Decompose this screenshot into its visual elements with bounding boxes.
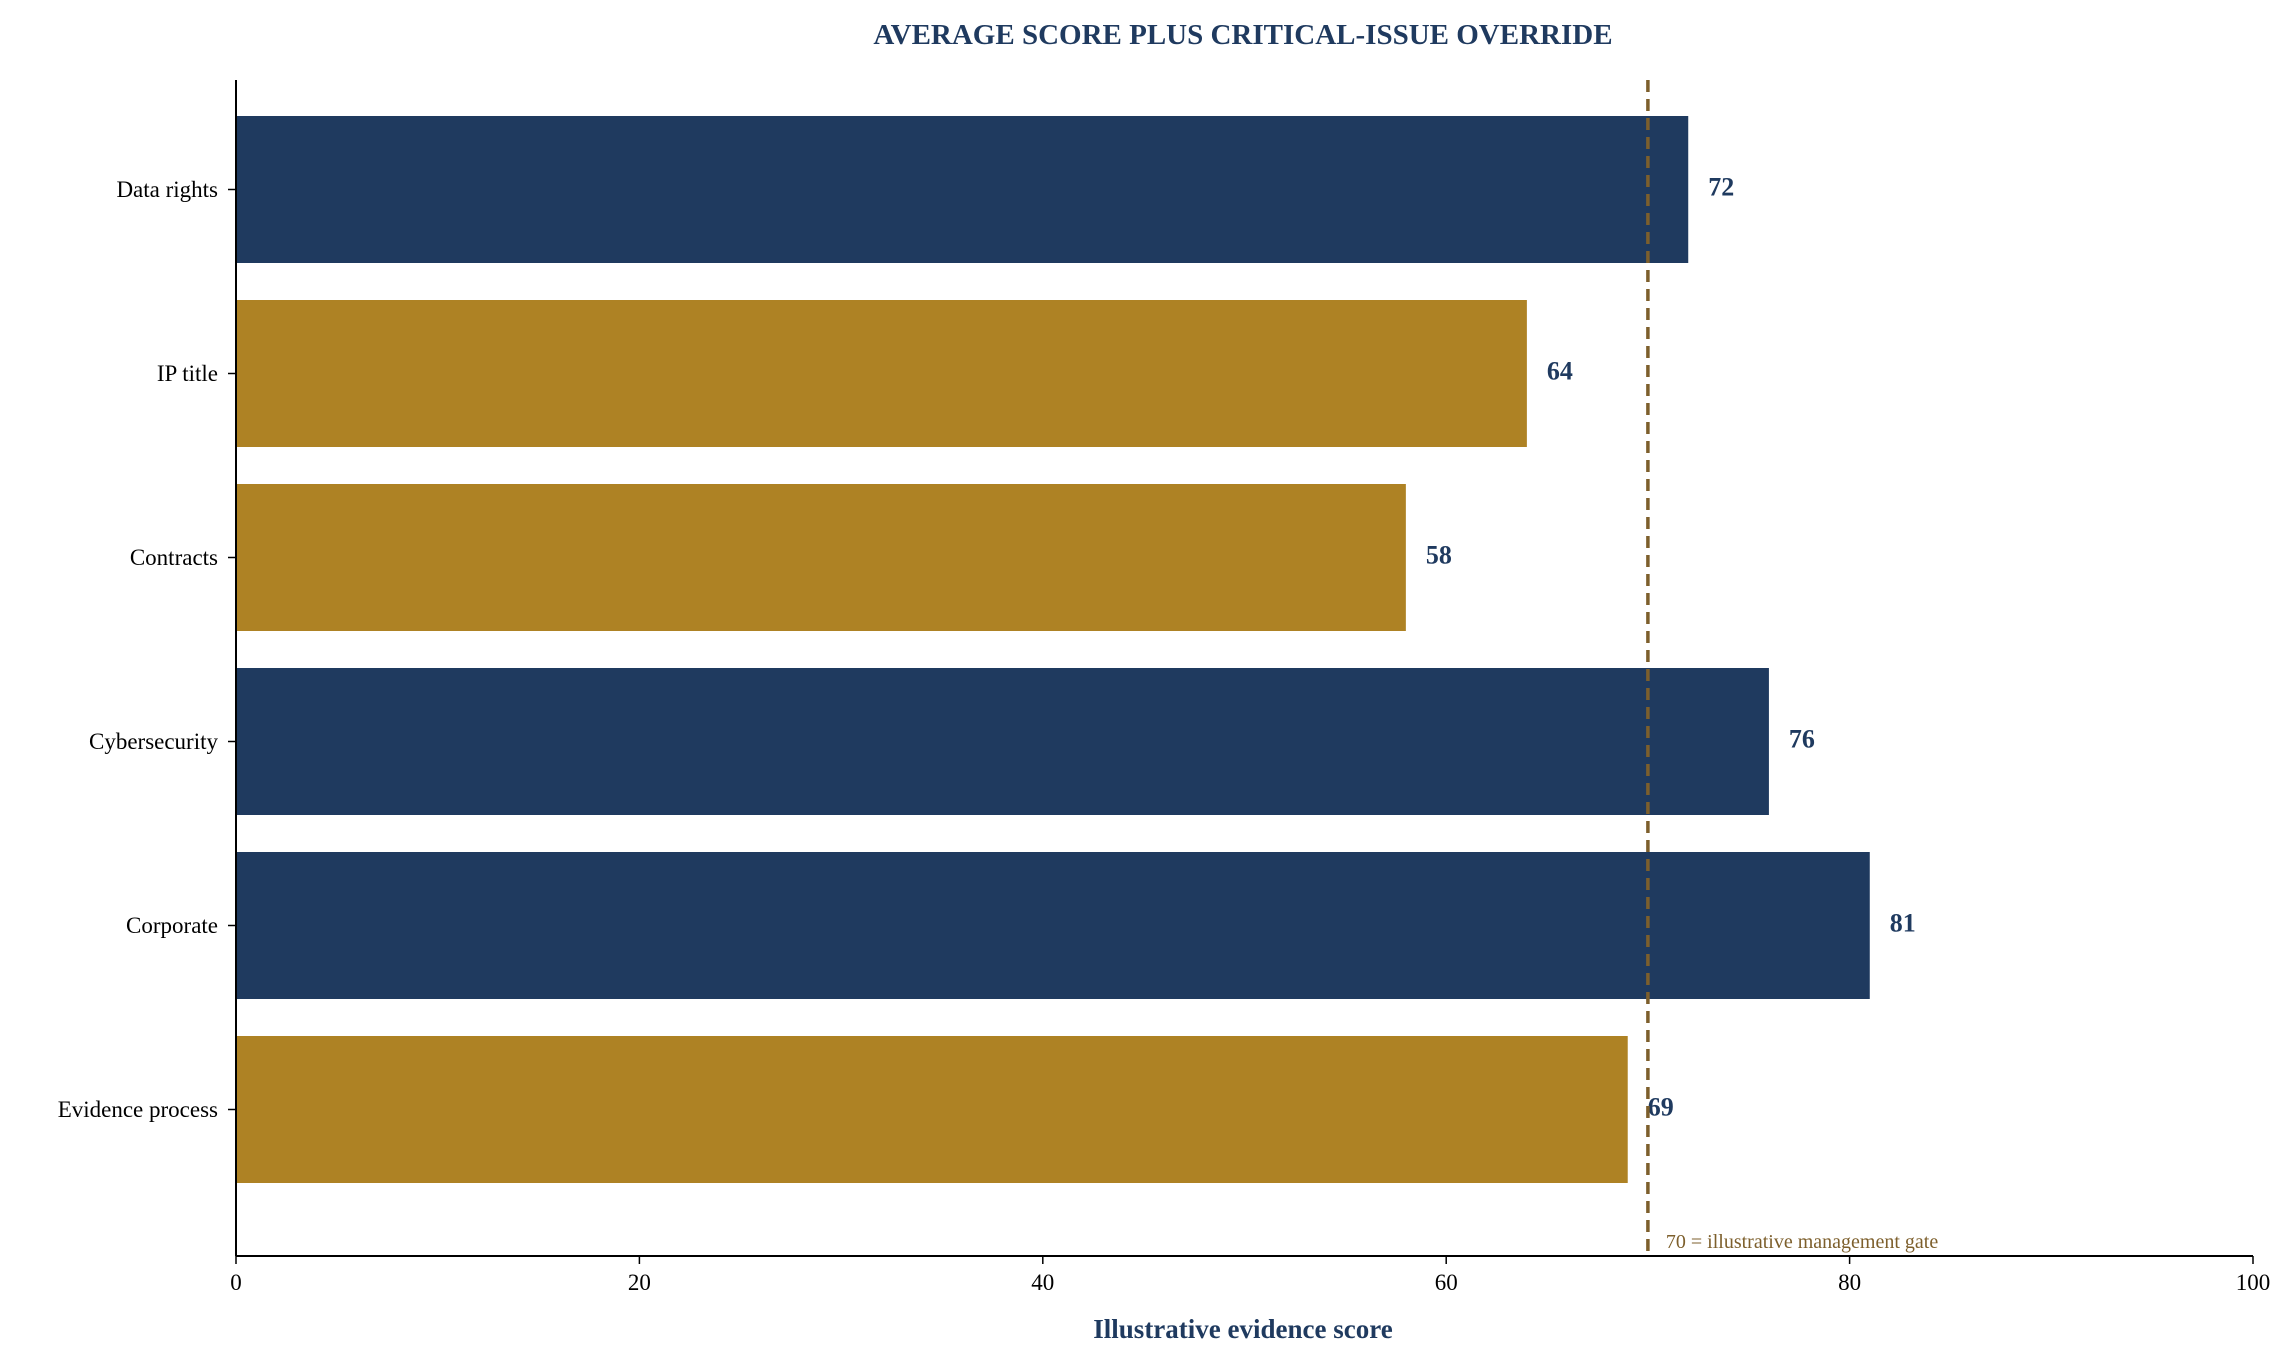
value-label-corporate: 81 — [1890, 908, 1916, 937]
x-tick-label-0: 0 — [230, 1270, 242, 1295]
reference-line-label: 70 = illustrative management gate — [1666, 1231, 1938, 1253]
value-labels-group: 72 64 58 76 81 69 — [1426, 172, 1916, 1121]
value-label-cybersecurity: 76 — [1789, 724, 1815, 753]
category-label-evidence-process: Evidence process — [58, 1097, 218, 1122]
value-label-ip-title: 64 — [1547, 356, 1573, 385]
category-label-contracts: Contracts — [130, 545, 218, 570]
bar-ip-title — [236, 300, 1527, 447]
bar-evidence-process — [236, 1036, 1628, 1183]
x-tick-label-80: 80 — [1838, 1270, 1861, 1295]
category-label-data-rights: Data rights — [116, 177, 218, 202]
x-tick-label-60: 60 — [1435, 1270, 1458, 1295]
value-label-evidence-process: 69 — [1648, 1092, 1674, 1121]
bar-corporate — [236, 852, 1870, 999]
bars-group — [236, 116, 1870, 1183]
category-label-cybersecurity: Cybersecurity — [89, 729, 219, 754]
bar-data-rights — [236, 116, 1689, 263]
bar-contracts — [236, 484, 1406, 631]
value-label-data-rights: 72 — [1708, 172, 1734, 201]
category-label-ip-title: IP title — [157, 361, 218, 386]
category-labels-group: Data rights IP title Contracts Cybersecurit… — [58, 177, 236, 1122]
x-axis-label: Illustrative evidence score — [1093, 1314, 1392, 1344]
x-tick-label-20: 20 — [628, 1270, 651, 1295]
x-tick-label-40: 40 — [1031, 1270, 1054, 1295]
chart-title: AVERAGE SCORE PLUS CRITICAL-ISSUE OVERRI… — [873, 19, 1612, 51]
x-tick-label-100: 100 — [2236, 1270, 2271, 1295]
bar-cybersecurity — [236, 668, 1769, 815]
x-ticks-group: 0 20 40 60 80 100 — [230, 1256, 2270, 1295]
category-label-corporate: Corporate — [126, 913, 218, 938]
value-label-contracts: 58 — [1426, 540, 1452, 569]
